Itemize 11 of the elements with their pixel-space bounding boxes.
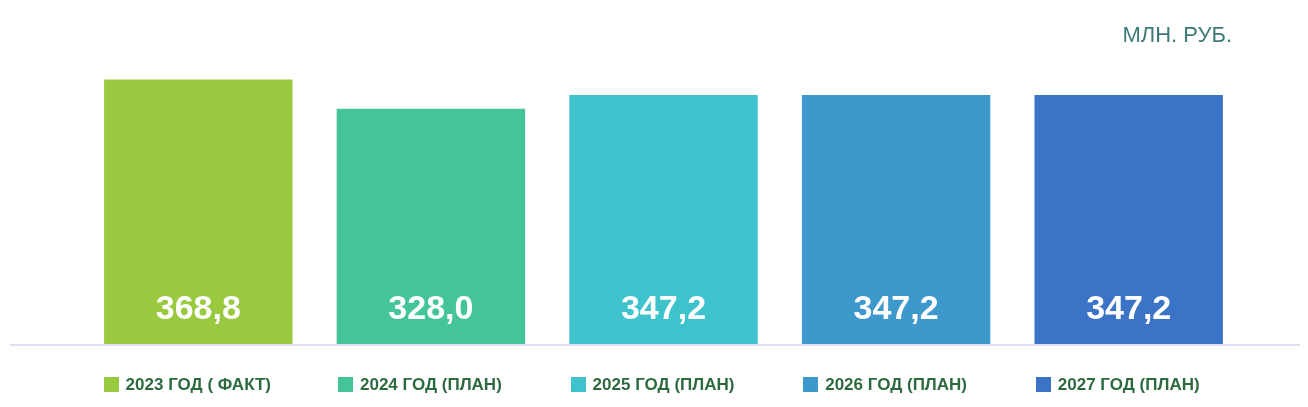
data-label: 347,2: [1086, 288, 1172, 327]
x-tick-label: 2027 ГОД (ПЛАН): [1057, 374, 1200, 394]
x-tick-label: 2024 ГОД (ПЛАН): [359, 374, 502, 394]
x-tick-label: 2023 ГОД ( ФАКТ): [125, 374, 271, 394]
data-label: 347,2: [620, 288, 707, 327]
x-tick-label: 2026 ГОД (ПЛАН): [825, 374, 968, 394]
data-label: 328,0: [388, 288, 474, 327]
y-axis-title: МЛН. РУБ.: [1122, 22, 1232, 48]
data-label: 368,8: [155, 288, 241, 327]
data-label: 347,2: [853, 288, 939, 327]
x-tick-label: 2025 ГОД (ПЛАН): [592, 374, 735, 394]
